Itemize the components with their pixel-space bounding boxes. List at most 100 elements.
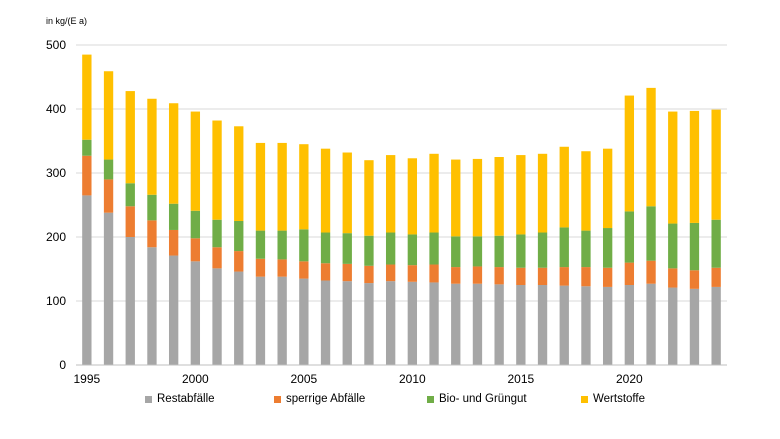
bar-segment-2004-2 — [277, 230, 287, 260]
bar-segment-2008-2 — [364, 235, 374, 266]
x-tick-label-2005: 2005 — [290, 372, 317, 386]
bar-segment-2021-3 — [646, 87, 656, 207]
bar-segment-2002-0 — [234, 271, 244, 365]
bar-segment-2000-2 — [190, 210, 201, 239]
bar-segment-2005-3 — [299, 144, 309, 230]
bar-segment-2014-2 — [494, 235, 504, 268]
legend-item-bio-gruengut: Bio- und Grüngut — [427, 393, 527, 405]
bar-segment-2015-0 — [516, 285, 526, 365]
bar-segment-1999-3 — [168, 103, 179, 204]
bar-segment-2001-3 — [212, 120, 222, 220]
bar-segment-2016-2 — [537, 232, 548, 268]
bar-segment-2008-3 — [364, 160, 374, 236]
bar-segment-2018-3 — [581, 151, 591, 231]
bar-segment-2022-1 — [668, 268, 678, 288]
bar-segment-2001-0 — [212, 268, 222, 365]
bar-segment-2007-1 — [342, 263, 352, 282]
bar-segment-2022-3 — [668, 111, 678, 224]
bar-segment-1996-2 — [103, 159, 114, 180]
bar-segment-1997-1 — [125, 206, 135, 237]
bar-segment-1997-0 — [125, 237, 135, 365]
legend-label-wertstoffe: Wertstoffe — [593, 393, 645, 405]
legend-label-restabfaelle: Restabfälle — [157, 393, 215, 405]
bar-segment-2006-0 — [320, 280, 331, 365]
y-tick-label: 500 — [46, 38, 66, 52]
gridlines — [76, 44, 727, 302]
bar-segment-1995-0 — [82, 195, 92, 365]
bar-segment-2005-1 — [299, 261, 309, 279]
bar-segment-2024-2 — [711, 219, 721, 268]
bar-segment-2019-2 — [602, 228, 613, 268]
bar-segment-2011-2 — [429, 232, 439, 265]
bar-segment-2004-3 — [277, 142, 287, 231]
bar-segment-1998-2 — [147, 194, 157, 221]
bar-segment-2007-3 — [342, 152, 352, 234]
legend-label-bio-gruengut: Bio- und Grüngut — [439, 393, 527, 405]
bar-segment-2001-2 — [212, 219, 222, 248]
bar-segment-2015-1 — [516, 267, 526, 285]
legend-item-restabfaelle: Restabfälle — [145, 393, 215, 405]
y-tick-label: 400 — [46, 102, 66, 116]
bar-segment-2016-1 — [537, 267, 548, 285]
x-tick-label-2015: 2015 — [507, 372, 534, 386]
bar-segment-2010-1 — [407, 265, 418, 282]
bar-segment-2007-2 — [342, 233, 352, 264]
x-tick-label-1995: 1995 — [73, 372, 100, 386]
bar-segment-2002-1 — [234, 251, 244, 272]
bar-segment-2010-2 — [407, 234, 418, 266]
bar-segment-2019-0 — [602, 286, 613, 365]
bar-segment-1997-3 — [125, 91, 135, 184]
bar-segment-2018-2 — [581, 230, 591, 268]
x-tick-label-2020: 2020 — [616, 372, 643, 386]
bar-segment-2018-0 — [581, 286, 591, 365]
legend-swatch-sperrige-abfaelle — [274, 395, 281, 403]
bar-segment-2011-3 — [429, 153, 439, 233]
bar-segment-2016-0 — [537, 285, 548, 365]
bar-segment-2021-1 — [646, 260, 656, 284]
bar-segment-2018-1 — [581, 267, 591, 287]
y-axis-ticks: 0 100 200 300 400 500 — [46, 38, 66, 372]
y-unit-label: in kg/(E a) — [46, 16, 87, 26]
bar-segment-2023-1 — [689, 270, 700, 289]
bars — [82, 54, 721, 365]
bar-segment-2022-2 — [668, 223, 678, 269]
bar-segment-2019-1 — [602, 267, 613, 287]
legend-swatch-wertstoffe — [581, 395, 588, 403]
bar-segment-2015-2 — [516, 234, 526, 268]
bar-segment-2010-3 — [407, 158, 418, 235]
y-tick-label: 300 — [46, 166, 66, 180]
bar-segment-2013-0 — [472, 283, 483, 365]
bar-segment-2023-2 — [689, 222, 700, 271]
bar-segment-2009-1 — [385, 264, 396, 282]
bar-segment-2009-2 — [385, 232, 396, 265]
bar-segment-2006-1 — [320, 263, 331, 281]
bar-segment-2020-1 — [624, 262, 635, 285]
bar-segment-2020-3 — [624, 95, 635, 212]
bar-segment-2020-2 — [624, 211, 635, 263]
bar-segment-2008-1 — [364, 265, 374, 284]
bar-segment-2020-0 — [624, 285, 635, 365]
bar-segment-2009-3 — [385, 155, 396, 233]
bar-segment-2012-1 — [451, 267, 461, 284]
bar-segment-2014-0 — [494, 284, 504, 365]
bar-segment-2003-3 — [255, 142, 266, 231]
bar-segment-2004-0 — [277, 276, 287, 365]
bar-segment-2021-2 — [646, 206, 656, 261]
bar-segment-1996-3 — [103, 71, 114, 160]
bar-segment-1999-1 — [168, 229, 179, 256]
bar-segment-2017-0 — [559, 285, 569, 365]
bar-segment-2011-1 — [429, 264, 439, 283]
bar-segment-2024-3 — [711, 109, 721, 220]
bar-segment-1996-1 — [103, 179, 114, 213]
bar-segment-1995-1 — [82, 155, 92, 196]
bar-segment-2007-0 — [342, 281, 352, 365]
bar-segment-1999-2 — [168, 203, 179, 230]
bar-segment-2005-2 — [299, 229, 309, 262]
x-tick-label-2000: 2000 — [182, 372, 209, 386]
bar-segment-2015-3 — [516, 155, 526, 235]
bar-segment-2003-0 — [255, 276, 266, 365]
bar-segment-1997-2 — [125, 183, 135, 207]
bar-segment-2017-2 — [559, 227, 569, 268]
bar-segment-2010-0 — [407, 281, 418, 365]
legend: Restabfälle sperrige Abfälle Bio- und Gr… — [0, 393, 780, 413]
